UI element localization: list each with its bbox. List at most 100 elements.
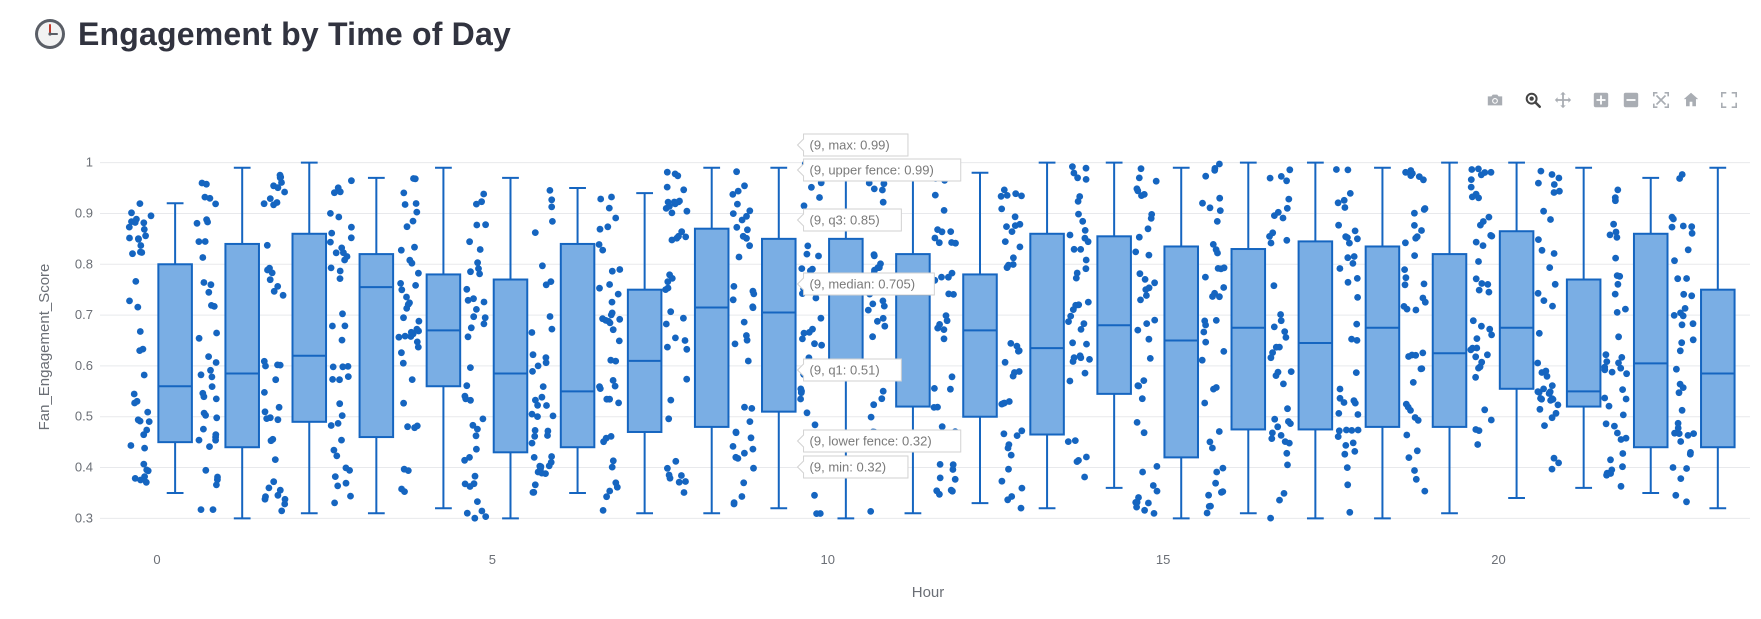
data-point <box>817 314 825 322</box>
data-point <box>1271 415 1279 423</box>
box-iqr <box>1565 278 1602 408</box>
data-point <box>879 297 887 305</box>
box-hour-15[interactable] <box>1163 166 1199 520</box>
pan-button[interactable] <box>1548 88 1578 112</box>
data-point <box>1608 368 1616 376</box>
data-point <box>331 189 338 197</box>
data-point <box>212 200 220 208</box>
box-hour-18[interactable] <box>1364 166 1401 520</box>
data-point <box>334 482 342 490</box>
data-point <box>1335 410 1343 417</box>
box-hour-16[interactable] <box>1230 161 1267 515</box>
box-hour-1[interactable] <box>224 166 260 520</box>
box-hour-14[interactable] <box>1096 161 1132 489</box>
data-point <box>1488 331 1495 339</box>
box-hour-0[interactable] <box>157 202 193 494</box>
box-hour-5[interactable] <box>492 176 529 520</box>
data-point <box>543 402 550 409</box>
data-point <box>140 460 148 468</box>
box-hour-12[interactable] <box>962 171 998 505</box>
data-point <box>265 484 273 492</box>
data-point <box>1477 221 1484 229</box>
data-point <box>1075 301 1083 309</box>
data-point <box>938 273 945 281</box>
data-point <box>682 478 689 485</box>
data-point <box>998 477 1006 485</box>
box-hour-19[interactable] <box>1431 161 1468 515</box>
box-iqr <box>1431 253 1468 428</box>
data-point <box>397 280 404 287</box>
data-point <box>1344 278 1352 286</box>
box-hour-6[interactable] <box>559 187 596 494</box>
box-hour-3[interactable] <box>358 176 395 515</box>
data-point <box>266 195 274 203</box>
data-point <box>1481 406 1489 414</box>
data-point <box>1551 280 1559 288</box>
data-point <box>1216 194 1224 202</box>
data-point <box>734 200 741 208</box>
box-hour-4[interactable] <box>425 166 462 510</box>
data-point <box>1341 204 1349 211</box>
box-iqr <box>1230 248 1267 431</box>
data-point <box>208 302 215 309</box>
data-point <box>328 229 336 237</box>
box-hour-13[interactable] <box>1029 161 1065 510</box>
data-point <box>197 371 205 379</box>
box-hour-23[interactable] <box>1700 166 1736 510</box>
data-point <box>1689 320 1697 328</box>
box-hour-9[interactable] <box>761 166 797 510</box>
data-point <box>1003 192 1011 199</box>
box-iqr <box>693 227 730 428</box>
data-point <box>1267 514 1274 522</box>
hover-tooltips: (9, max: 0.99) (9, upper fence: 0.99) (9, … <box>796 133 962 479</box>
fullscreen-button[interactable] <box>1714 88 1744 112</box>
data-point <box>1468 166 1476 173</box>
data-point <box>664 284 672 292</box>
box-hour-17[interactable] <box>1297 161 1334 520</box>
box-hour-2[interactable] <box>291 161 328 515</box>
data-point <box>466 238 473 246</box>
data-point <box>260 357 268 365</box>
data-point <box>1000 186 1008 194</box>
zoom-button[interactable] <box>1518 88 1548 112</box>
data-point <box>1220 348 1228 355</box>
data-point <box>1421 298 1429 306</box>
zoom-out-button[interactable] <box>1616 88 1646 112</box>
data-point <box>548 203 556 211</box>
box-hour-8[interactable] <box>693 166 730 515</box>
box-hour-22[interactable] <box>1632 176 1669 494</box>
data-point <box>401 332 409 340</box>
data-point <box>1083 453 1090 461</box>
y-tick-label: 0.9 <box>75 205 93 220</box>
data-point <box>1201 317 1209 325</box>
data-point <box>348 223 355 231</box>
data-point <box>476 246 484 253</box>
data-point <box>1008 493 1016 500</box>
data-point <box>531 432 539 440</box>
data-point <box>803 409 811 417</box>
autoscale-button[interactable] <box>1646 88 1676 112</box>
data-point <box>1477 171 1485 179</box>
data-point <box>1413 447 1421 455</box>
box-hour-20[interactable] <box>1498 161 1535 500</box>
box-hour-7[interactable] <box>626 192 663 515</box>
data-point <box>1077 354 1085 362</box>
data-point <box>213 481 220 489</box>
data-point <box>741 449 748 457</box>
data-point <box>949 461 957 469</box>
data-point <box>467 324 475 332</box>
data-point <box>327 264 335 272</box>
box-iqr <box>157 263 193 444</box>
home-icon <box>1683 92 1699 107</box>
data-point <box>466 454 473 461</box>
data-point <box>1614 280 1622 288</box>
camera-button[interactable] <box>1480 88 1510 112</box>
data-point <box>1141 506 1148 514</box>
box-series[interactable] <box>157 161 1736 520</box>
zoom-in-button[interactable] <box>1586 88 1616 112</box>
box-hour-21[interactable] <box>1565 166 1602 489</box>
reset-axes-button[interactable] <box>1676 88 1706 112</box>
hover-label-text: (9, median: 0.705) <box>810 277 916 292</box>
data-point <box>811 421 819 429</box>
